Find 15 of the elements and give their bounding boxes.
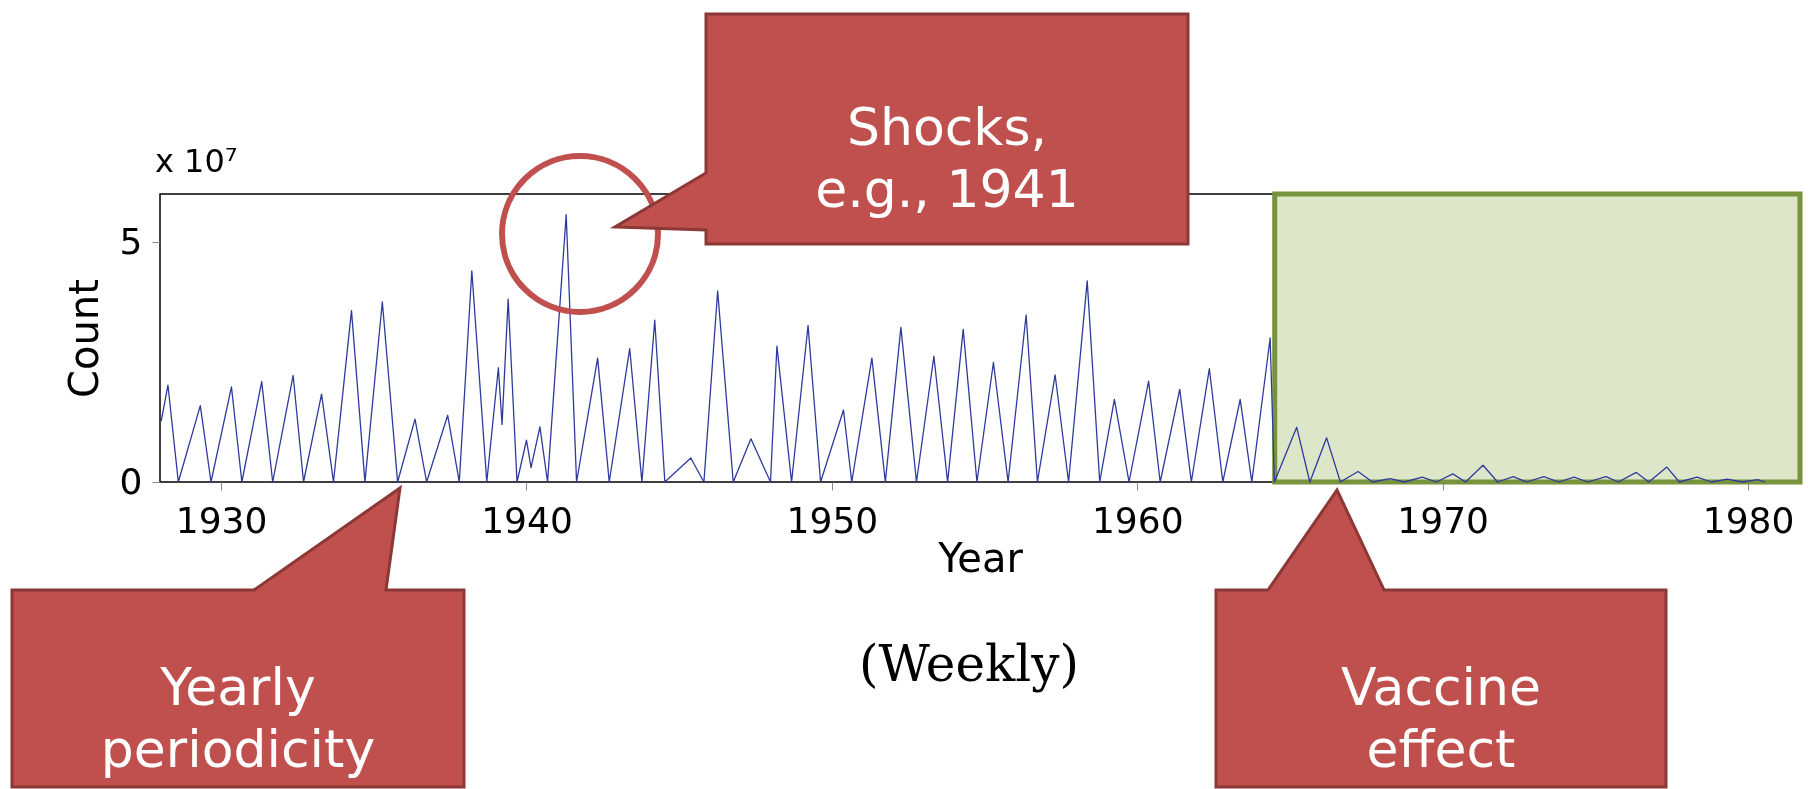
y-tick-label: 5	[119, 220, 143, 262]
x-tick-label: 1970	[1397, 499, 1489, 541]
x-tick-label: 1930	[175, 499, 268, 541]
text: x 10⁷	[155, 142, 238, 180]
x-tick-label: 1960	[1091, 499, 1184, 541]
x-tick-label: 1980	[1702, 499, 1795, 541]
y-tick-label: 0	[119, 460, 143, 502]
text: (Weekly)	[858, 635, 1080, 693]
x-tick-label: 1940	[481, 499, 573, 541]
text: Vaccine effect	[1341, 656, 1541, 779]
x-axis-title: Year	[937, 534, 1024, 581]
y-axis-title: Count	[60, 279, 107, 398]
text: Yearly periodicity	[100, 656, 376, 779]
annotation: Shocks, e.g., 1941	[815, 97, 1079, 219]
x-tick-label: 1950	[786, 499, 879, 541]
